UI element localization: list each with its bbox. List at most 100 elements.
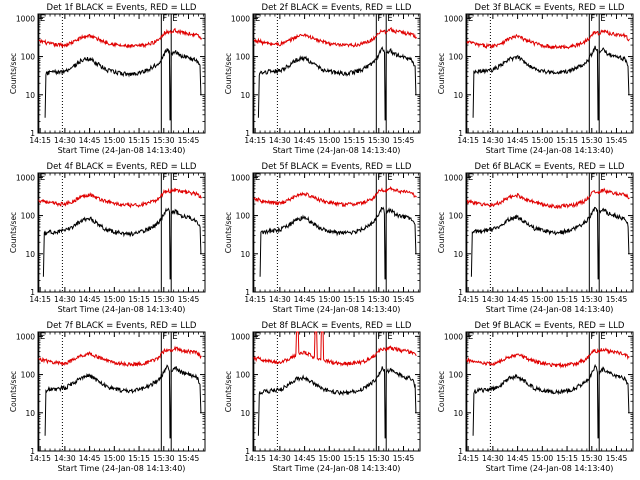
panel-title: Det 7f BLACK = Events, RED = LLD [47, 321, 197, 331]
x-tick-label: 15:30 [581, 454, 603, 463]
marker-label-f: F [377, 173, 382, 183]
marker-label-e: E [40, 173, 45, 183]
plot-frame [465, 13, 634, 134]
y-tick-label: 100 [236, 53, 251, 62]
plot-frame [37, 172, 206, 293]
x-tick-label: 15:00 [532, 295, 554, 304]
x-tick-label: 14:45 [294, 136, 316, 145]
y-axis-label: Counts/sec [9, 53, 18, 94]
x-tick-label: 15:00 [319, 454, 341, 463]
marker-label-f: F [590, 332, 595, 342]
x-tick-label: 14:15 [244, 295, 266, 304]
marker-label-f: F [377, 332, 382, 342]
x-tick-label: 15:00 [319, 295, 341, 304]
series-line-events [257, 46, 417, 121]
y-tick-label: 1 [30, 288, 35, 297]
x-tick-label: 14:45 [507, 295, 529, 304]
x-tick-label: 15:45 [393, 295, 415, 304]
marker-label-f: F [162, 332, 167, 342]
y-axis-label: Counts/sec [224, 371, 233, 412]
x-tick-label: 14:15 [457, 454, 479, 463]
marker-label-e: E [172, 332, 177, 342]
series-line-events [259, 206, 417, 280]
plot-frame [252, 13, 421, 134]
marker-label-e: E [172, 173, 177, 183]
x-tick-label: 14:45 [507, 136, 529, 145]
y-tick-label: 1 [245, 129, 250, 138]
plot-frame [465, 172, 634, 293]
marker-label-e: E [468, 173, 473, 183]
y-tick-label: 100 [449, 371, 464, 380]
series-line-lld [38, 187, 202, 209]
x-tick-label: 15:15 [556, 136, 578, 145]
y-tick-label: 100 [21, 371, 36, 380]
series-line-events [44, 48, 202, 121]
x-tick-label: 15:30 [153, 454, 175, 463]
x-tick-label: 15:30 [368, 454, 390, 463]
panel-title: Det 5f BLACK = Events, RED = LLD [262, 162, 412, 172]
y-tick-label: 10 [453, 91, 463, 100]
x-tick-label: 14:15 [29, 454, 51, 463]
chart-panel-5: Det 5f BLACK = Events, RED = LLD 1 10 100 10… [224, 162, 421, 314]
y-tick-label: 1 [30, 129, 35, 138]
marker-label-e: E [600, 332, 605, 342]
x-axis-label: Start Time (24-Jan-08 14:13:40) [273, 464, 401, 473]
x-tick-label: 14:15 [244, 136, 266, 145]
x-tick-label: 14:30 [54, 295, 76, 304]
series-line-lld [253, 331, 417, 368]
plot-frame [252, 331, 421, 452]
y-axis-label: Counts/sec [437, 53, 446, 94]
series-line-lld [466, 347, 630, 369]
x-tick-label: 14:15 [457, 295, 479, 304]
x-tick-label: 15:15 [556, 454, 578, 463]
marker-label-e: E [387, 173, 392, 183]
series-line-events [44, 364, 202, 439]
y-tick-label: 100 [449, 212, 464, 221]
chart-panel-8: Det 8f BLACK = Events, RED = LLD 1 10 100 10… [224, 321, 421, 473]
y-tick-label: 10 [240, 91, 250, 100]
y-tick-label: 1000 [444, 332, 463, 341]
y-tick-label: 1000 [231, 332, 250, 341]
y-tick-label: 10 [453, 409, 463, 418]
y-tick-label: 1000 [231, 173, 250, 182]
x-tick-label: 15:30 [581, 136, 603, 145]
marker-label-e: E [468, 332, 473, 342]
y-tick-label: 1000 [16, 14, 35, 23]
marker-label-e: E [600, 14, 605, 24]
x-tick-label: 14:45 [79, 295, 101, 304]
y-tick-label: 1000 [16, 173, 35, 182]
x-tick-label: 15:45 [393, 454, 415, 463]
y-tick-label: 10 [25, 91, 35, 100]
x-tick-label: 15:30 [153, 136, 175, 145]
x-tick-label: 14:30 [482, 295, 504, 304]
x-tick-label: 15:15 [343, 295, 365, 304]
x-tick-label: 14:45 [79, 136, 101, 145]
x-tick-label: 15:15 [343, 136, 365, 145]
x-tick-label: 15:45 [178, 454, 200, 463]
x-tick-label: 15:15 [128, 454, 150, 463]
panel-title: Det 9f BLACK = Events, RED = LLD [475, 321, 625, 331]
marker-label-f: F [590, 14, 595, 24]
y-tick-label: 10 [240, 250, 250, 259]
chart-panel-3: Det 3f BLACK = Events, RED = LLD 1 10 100 10… [437, 3, 634, 155]
marker-label-e: E [40, 14, 45, 24]
x-tick-label: 15:30 [153, 295, 175, 304]
x-tick-label: 14:15 [457, 136, 479, 145]
series-line-events [257, 366, 417, 439]
y-axis-label: Counts/sec [9, 371, 18, 412]
series-line-events [42, 207, 202, 280]
y-tick-label: 1000 [231, 14, 250, 23]
marker-label-e: E [40, 332, 45, 342]
plot-frame [37, 13, 206, 134]
marker-label-e: E [172, 14, 177, 24]
x-tick-label: 15:45 [393, 136, 415, 145]
x-tick-label: 14:30 [482, 454, 504, 463]
chart-panel-2: Det 2f BLACK = Events, RED = LLD 1 10 100 10… [224, 3, 421, 155]
x-tick-label: 14:30 [269, 454, 291, 463]
x-tick-label: 15:00 [104, 295, 126, 304]
y-tick-label: 1 [245, 447, 250, 456]
x-tick-label: 15:45 [606, 295, 628, 304]
marker-label-f: F [590, 173, 595, 183]
chart-panel-6: Det 6f BLACK = Events, RED = LLD 1 10 100 10… [437, 162, 634, 314]
x-tick-label: 15:45 [178, 136, 200, 145]
